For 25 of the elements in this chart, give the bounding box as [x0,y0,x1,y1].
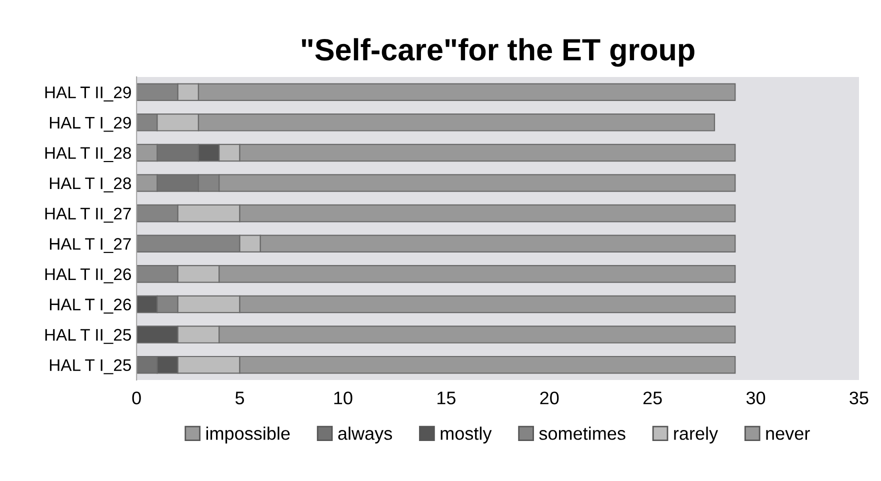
legend-label: always [338,426,392,444]
y-tick-label: HAL T I_27 [50,238,131,253]
y-tick-label: HAL T II_26 [45,268,131,284]
legend-label: impossible [206,426,290,444]
legend-label: never [766,430,810,440]
x-tick-label: 35 [850,392,868,404]
chart-title: "Self-care"for the ET group [302,38,694,67]
x-tick-label: 25 [643,392,662,404]
y-tick-label: HAL T II_27 [45,208,131,223]
x-tick-label: 10 [334,392,352,404]
y-tick-label: HAL T II_28 [45,147,131,162]
x-tick-label: 20 [540,392,559,404]
y-tick-label: HAL T II_29 [45,86,131,102]
x-tick-label: 15 [438,392,456,404]
legend-label: sometimes [539,426,626,440]
x-tick-label: 30 [746,392,766,404]
y-tick-label: HAL T I_25 [50,359,131,374]
x-tick-label: 5 [235,392,244,404]
y-tick-label: HAL T I_28 [50,177,131,192]
y-tick-label: HAL T I_29 [50,116,131,132]
x-tick-label: 0 [132,392,141,404]
y-tick-label: HAL T II_25 [45,328,131,344]
y-tick-label: HAL T I_26 [50,298,131,314]
legend-label: mostly [440,426,492,444]
legend-label: rarely [674,426,718,444]
